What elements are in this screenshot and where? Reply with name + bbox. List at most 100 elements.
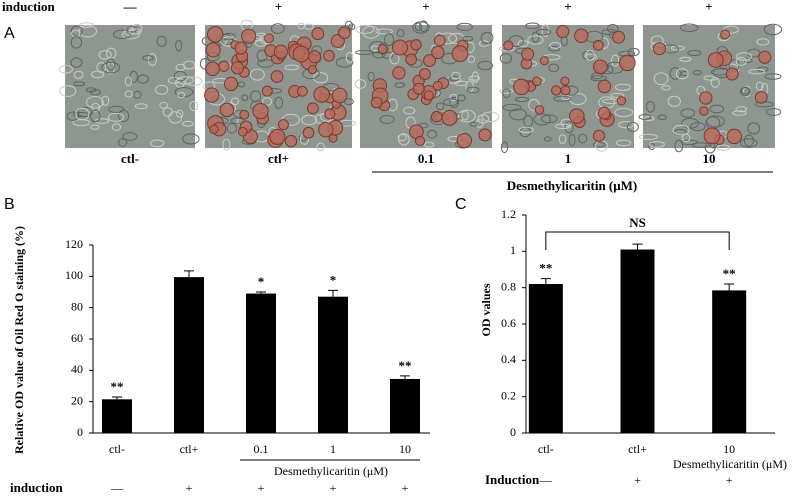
induction-symbol: + [726, 473, 733, 487]
cell [182, 120, 194, 127]
cell [86, 95, 104, 109]
cell [614, 107, 634, 118]
cell [564, 120, 574, 134]
micrograph [638, 23, 783, 154]
cell [669, 67, 681, 80]
lipid-cell [205, 61, 220, 77]
induction-label: induction [10, 480, 64, 495]
lipid-cell [205, 42, 221, 58]
induction-symbol: — [123, 0, 138, 14]
cell [70, 25, 83, 37]
cell [508, 108, 527, 121]
cell [137, 74, 149, 84]
cell [527, 35, 544, 45]
cell [124, 76, 132, 87]
error-bar [184, 270, 194, 278]
y-tick-label: 120 [65, 237, 83, 251]
cell [335, 57, 354, 68]
induction-symbol: + [705, 0, 712, 14]
lipid-cell [237, 126, 248, 137]
cell [189, 100, 199, 112]
cell [675, 68, 689, 80]
x-tick-label: 10 [723, 442, 735, 456]
cell [584, 53, 598, 61]
cell [270, 23, 285, 34]
cell [610, 92, 625, 98]
cell [467, 55, 476, 64]
image-label: 1 [565, 151, 572, 166]
cell [756, 38, 770, 46]
x-tick-label: ctl+ [180, 442, 199, 456]
cell [423, 141, 435, 148]
lipid-cell [521, 47, 535, 61]
lipid-cell [302, 126, 315, 139]
lipid-cell [323, 49, 335, 62]
lipid-cell [597, 79, 612, 94]
cell [657, 114, 667, 121]
cell [383, 33, 395, 47]
lipid-cell [560, 85, 571, 96]
micrograph [354, 20, 500, 149]
y-tick-label: 80 [71, 299, 83, 313]
y-axis-label: OD values [479, 283, 493, 336]
lipid-cell [725, 67, 739, 81]
y-tick-label: 0.8 [501, 279, 516, 293]
lipid-cell [534, 105, 545, 115]
cell [154, 84, 169, 95]
induction-symbol: — [539, 473, 553, 487]
cell [142, 55, 154, 61]
x-tick-label: 10 [399, 442, 411, 456]
cell [122, 29, 140, 40]
bar [620, 249, 655, 433]
lipid-cell [431, 45, 445, 60]
cell [525, 22, 540, 30]
cell [765, 108, 782, 116]
cell [615, 139, 632, 147]
lipid-cell [241, 28, 257, 44]
lipid-cell [531, 76, 542, 87]
lipid-cell [539, 56, 549, 66]
cell [262, 97, 273, 106]
lipid-cell [318, 121, 334, 138]
significance: * [258, 274, 265, 289]
cell [607, 24, 619, 34]
cell [610, 54, 620, 67]
cell [735, 106, 748, 113]
lipid-cell [204, 87, 220, 103]
bar [102, 399, 132, 433]
cell [687, 49, 702, 56]
cell [548, 63, 560, 73]
cell [156, 35, 167, 47]
bracket-label: NS [629, 215, 646, 230]
cell [274, 96, 284, 109]
cell [449, 93, 458, 102]
cell [468, 75, 481, 81]
bar [174, 277, 204, 433]
lipid-cell [234, 41, 248, 55]
cell [443, 98, 459, 107]
cell [73, 81, 86, 87]
cell [345, 51, 354, 64]
cell [73, 70, 84, 79]
induction-symbol: + [330, 481, 337, 495]
cell [471, 71, 479, 84]
cell [674, 139, 684, 153]
cell [451, 71, 461, 80]
cell [222, 138, 231, 151]
cell [500, 141, 509, 154]
significance: ** [399, 358, 412, 373]
lipid-cell [619, 54, 636, 72]
induction-symbol: + [258, 481, 265, 495]
cell [743, 134, 754, 147]
lipid-cell [412, 82, 425, 95]
lipid-cell [206, 26, 224, 43]
y-axis-label: Relative OD value of Oil Red O staining … [12, 226, 26, 454]
bar [528, 284, 563, 433]
lipid-cell [653, 42, 667, 56]
bar [390, 378, 420, 433]
induction-symbol: + [186, 481, 193, 495]
cell [653, 72, 669, 86]
cell [502, 103, 522, 112]
lipid-cell [754, 91, 768, 104]
